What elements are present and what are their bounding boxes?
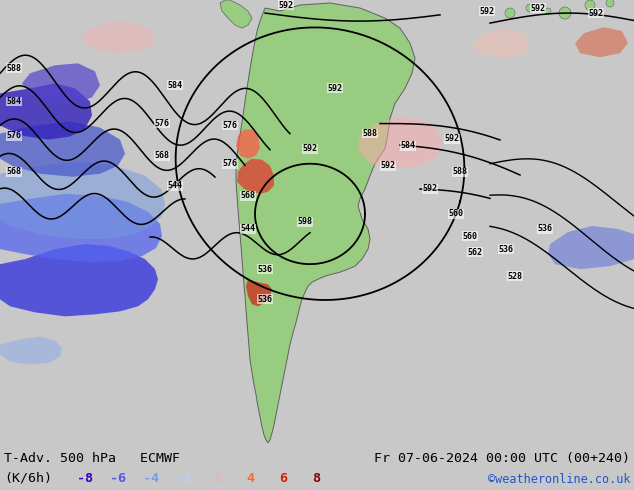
Text: 592: 592 (328, 84, 342, 93)
Polygon shape (472, 29, 530, 58)
Text: 588: 588 (6, 64, 22, 73)
Circle shape (505, 8, 515, 18)
Text: 592: 592 (422, 184, 437, 194)
Text: -4: -4 (143, 472, 159, 485)
Polygon shape (80, 21, 155, 53)
Polygon shape (246, 279, 272, 306)
Text: ©weatheronline.co.uk: ©weatheronline.co.uk (488, 473, 630, 486)
Text: -6: -6 (110, 472, 126, 485)
Circle shape (559, 7, 571, 19)
Text: 528: 528 (507, 271, 522, 281)
Text: 544: 544 (240, 224, 256, 234)
Text: 536: 536 (498, 245, 514, 253)
Text: 598: 598 (297, 218, 313, 226)
Text: 576: 576 (155, 119, 169, 128)
Circle shape (606, 0, 614, 7)
Text: 2: 2 (213, 472, 221, 485)
Text: -8: -8 (77, 472, 93, 485)
Circle shape (526, 4, 534, 12)
Text: 592: 592 (588, 8, 604, 18)
Text: 6: 6 (279, 472, 287, 485)
Polygon shape (236, 3, 415, 443)
Text: (K/6h): (K/6h) (4, 472, 52, 485)
Text: 592: 592 (302, 144, 318, 153)
Polygon shape (575, 27, 628, 57)
Text: 576: 576 (223, 121, 238, 130)
Text: Fr 07-06-2024 00:00 UTC (00+240): Fr 07-06-2024 00:00 UTC (00+240) (374, 452, 630, 465)
Text: 568: 568 (240, 192, 256, 200)
Text: 584: 584 (6, 97, 22, 106)
Text: 588: 588 (363, 129, 377, 138)
Text: 536: 536 (257, 295, 273, 304)
Circle shape (545, 8, 551, 14)
Text: 562: 562 (467, 247, 482, 257)
Text: 536: 536 (257, 265, 273, 273)
Text: 576: 576 (6, 131, 22, 140)
Text: 568: 568 (155, 151, 169, 160)
Text: 4: 4 (246, 472, 254, 485)
Text: 584: 584 (167, 81, 183, 90)
Circle shape (585, 0, 595, 10)
Polygon shape (0, 162, 165, 239)
Polygon shape (237, 159, 274, 194)
Text: 576: 576 (223, 159, 238, 168)
Text: 568: 568 (6, 167, 22, 176)
Polygon shape (548, 226, 634, 269)
Polygon shape (22, 63, 100, 103)
Text: 544: 544 (167, 181, 183, 190)
Text: 588: 588 (453, 167, 467, 176)
Text: 560: 560 (462, 231, 477, 241)
Text: 592: 592 (278, 0, 294, 9)
Text: 560: 560 (448, 209, 463, 219)
Polygon shape (236, 129, 260, 159)
Text: T-Adv. 500 hPa   ECMWF: T-Adv. 500 hPa ECMWF (4, 452, 180, 465)
Text: 592: 592 (531, 3, 545, 13)
Text: -2: -2 (176, 472, 192, 485)
Polygon shape (0, 194, 162, 262)
Polygon shape (0, 244, 158, 317)
Text: 592: 592 (444, 134, 460, 143)
Text: 536: 536 (538, 224, 552, 234)
Polygon shape (0, 122, 125, 177)
Text: 584: 584 (401, 141, 415, 150)
Polygon shape (0, 83, 92, 140)
Text: 592: 592 (380, 161, 396, 170)
Text: 8: 8 (312, 472, 320, 485)
Polygon shape (0, 337, 62, 365)
Polygon shape (220, 0, 252, 28)
Polygon shape (358, 118, 442, 169)
Text: 592: 592 (479, 6, 495, 16)
